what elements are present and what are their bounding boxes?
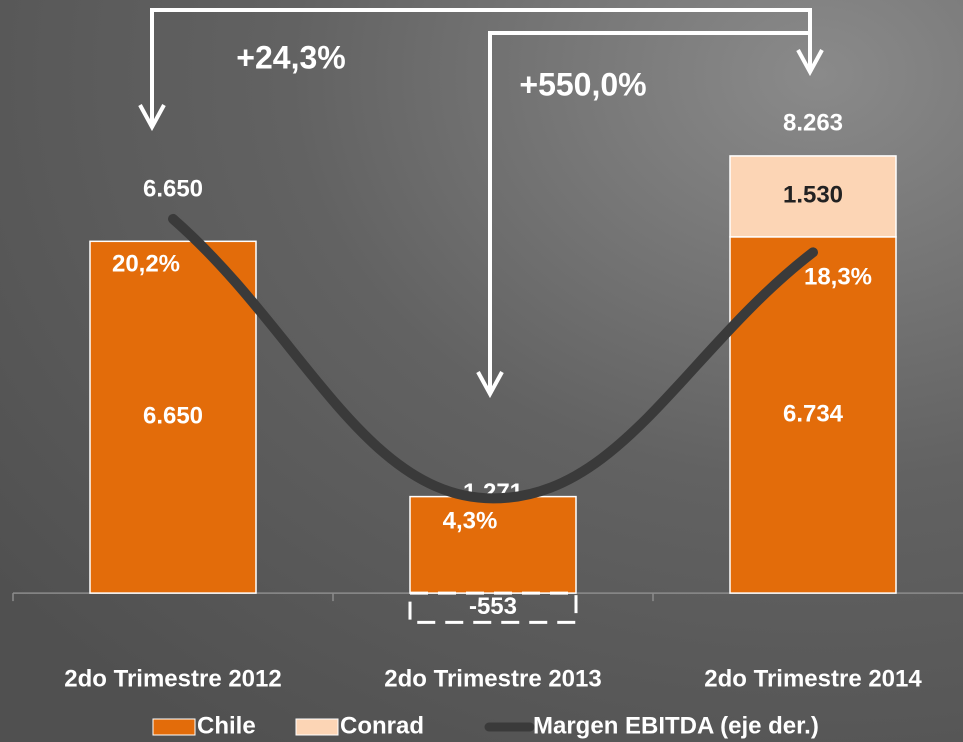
legend-swatch [152, 718, 196, 736]
arrow-head [476, 371, 504, 399]
value-label: 6.650 [143, 403, 203, 430]
line-label: 4,3% [443, 508, 498, 535]
annotation: +550,0% [519, 66, 646, 102]
bar [89, 240, 257, 594]
arrow-line [150, 8, 812, 125]
value-label: -553 [469, 593, 517, 620]
line-label: 18,3% [804, 264, 872, 291]
legend-label: Conrad [340, 712, 424, 739]
value-label: 1.530 [783, 182, 843, 209]
line-label: 20,2% [112, 250, 180, 277]
arrow-line [488, 31, 810, 392]
bar [408, 591, 578, 624]
legend-swatch [295, 718, 339, 736]
value-label: 6.734 [783, 400, 844, 427]
arrow-head [138, 104, 166, 132]
total-label: 8.263 [783, 109, 843, 136]
x-tick-label: 2do Trimestre 2012 [64, 665, 281, 692]
arrows [138, 8, 824, 399]
line [168, 213, 818, 504]
total-label: 6.650 [143, 176, 203, 203]
x-tick-label: 2do Trimestre 2013 [384, 665, 601, 692]
arrow-head [796, 49, 824, 77]
x-tick-label: 2do Trimestre 2014 [704, 665, 922, 692]
legend-label: Margen EBITDA (eje der.) [533, 712, 819, 739]
bar [729, 155, 897, 238]
annotation: +24,3% [236, 39, 345, 75]
legend-label: Chile [197, 712, 256, 739]
